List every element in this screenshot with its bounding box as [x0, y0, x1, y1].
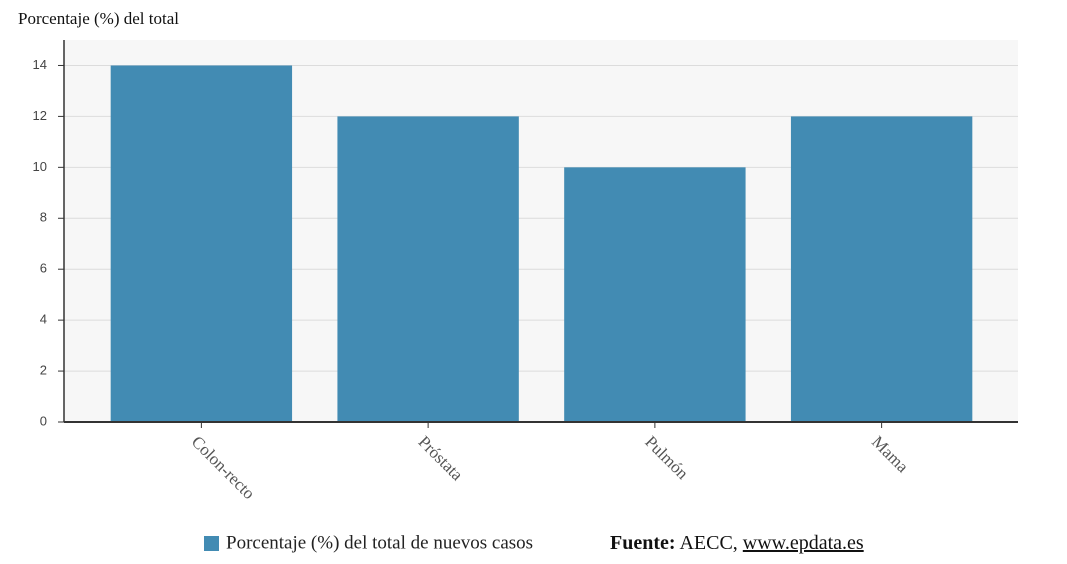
x-tick-label: Mama	[868, 432, 912, 476]
y-tick-label: 14	[33, 57, 47, 72]
source-link[interactable]: www.epdata.es	[743, 532, 864, 554]
y-tick-label: 6	[40, 261, 47, 276]
y-tick-label: 0	[40, 413, 47, 428]
source-text: AECC,	[679, 532, 737, 554]
y-tick-label: 10	[33, 159, 47, 174]
y-axis-label: Porcentaje (%) del total	[18, 9, 179, 28]
y-tick-label: 4	[40, 312, 47, 327]
x-tick-label: Colon-recto	[188, 432, 259, 503]
bar	[110, 65, 293, 422]
y-tick-label: 8	[40, 210, 47, 225]
y-tick-label: 12	[33, 108, 47, 123]
x-tick-label: Pulmón	[641, 432, 692, 483]
source-label: Fuente:	[610, 532, 676, 554]
x-tick-label: Próstata	[415, 432, 467, 484]
legend-swatch	[204, 536, 219, 551]
bar	[790, 116, 973, 423]
bar	[564, 167, 746, 422]
legend: Porcentaje (%) del total de nuevos casos	[204, 532, 533, 553]
source: Fuente: AECC, www.epdata.es	[610, 532, 864, 554]
y-tick-label: 2	[40, 363, 47, 378]
bar	[337, 116, 519, 423]
legend-label: Porcentaje (%) del total de nuevos casos	[226, 532, 533, 553]
